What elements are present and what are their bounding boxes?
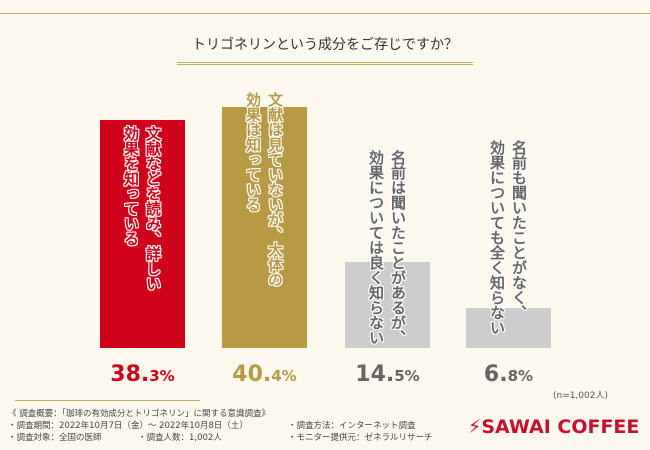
title-underline <box>177 62 473 63</box>
sample-size-note: (n=1,002人) <box>552 391 608 401</box>
logo-text: SAWAI COFFEE <box>481 416 640 438</box>
notes-method: ・調査方法：インターネット調査 <box>288 421 416 431</box>
value-decimal: 5% <box>394 367 420 385</box>
value-label: 14.5% <box>345 362 430 389</box>
bottom-frame-line <box>15 400 200 401</box>
bar-label-line: 効果についても全く知らない <box>488 140 506 335</box>
bar <box>100 120 185 348</box>
notes-heading: 《 調査概要：「珈琲の有効成分とトリゴネリン」に関する意識調査》 <box>8 409 270 419</box>
value-decimal: 4% <box>271 367 297 385</box>
value-integer: 38. <box>110 362 150 387</box>
bar-label: 文献などを読み、詳しい 効果を知っている <box>120 126 164 291</box>
bar-label-line: 効果については良く知らない <box>367 150 385 345</box>
bar <box>466 307 551 348</box>
title-underline-2 <box>177 64 473 65</box>
notes-period: ・調査期間：2022年10月7日（金）～ 2022年10月8日（土） <box>8 421 248 431</box>
bar-label: 名前は聞いたことがあるが、 効果については良く知らない <box>365 150 409 345</box>
survey-notes: 《 調査概要：「珈琲の有効成分とトリゴネリン」に関する意識調査》 ・調査期間：2… <box>8 408 433 444</box>
value-integer: 14. <box>355 362 395 387</box>
value-label: 6.8% <box>466 362 551 389</box>
notes-count: ・調査人数：1,002人 <box>138 433 222 443</box>
bar-label-line: 効果は知っている <box>244 92 262 212</box>
bar-label: 名前も聞いたことがなく、 効果についても全く知らない <box>486 140 530 335</box>
sawai-coffee-logo: ⚡SAWAI COFFEE <box>468 416 639 438</box>
top-frame-line <box>0 13 650 14</box>
bar-label: 文献は見ていないが、大体の 効果は知っている <box>242 92 286 287</box>
value-label: 38.3% <box>100 362 185 389</box>
notes-target: ・調査対象：全国の医師 <box>8 433 102 443</box>
bar-label-line: 効果を知っている <box>122 126 140 246</box>
notes-provider: ・モニター提供元：ゼネラルリサーチ <box>288 433 433 443</box>
bar-label-line: 名前も聞いたことがなく、 <box>510 140 528 320</box>
value-integer: 6. <box>483 362 508 387</box>
bar-label-line: 文献は見ていないが、大体の <box>266 92 284 287</box>
value-decimal: 8% <box>507 367 534 385</box>
value-label: 40.4% <box>222 362 307 389</box>
bar <box>345 261 430 348</box>
chart-title: トリゴネリンという成分をご存じですか？ <box>192 37 458 53</box>
value-integer: 40. <box>232 362 272 387</box>
bar-label-line: 文献などを読み、詳しい <box>144 126 162 291</box>
value-decimal: 3% <box>149 367 175 385</box>
bar <box>222 107 307 348</box>
logo-mark-icon: ⚡ <box>468 416 482 438</box>
bar-label-line: 名前は聞いたことがあるが、 <box>389 150 407 345</box>
